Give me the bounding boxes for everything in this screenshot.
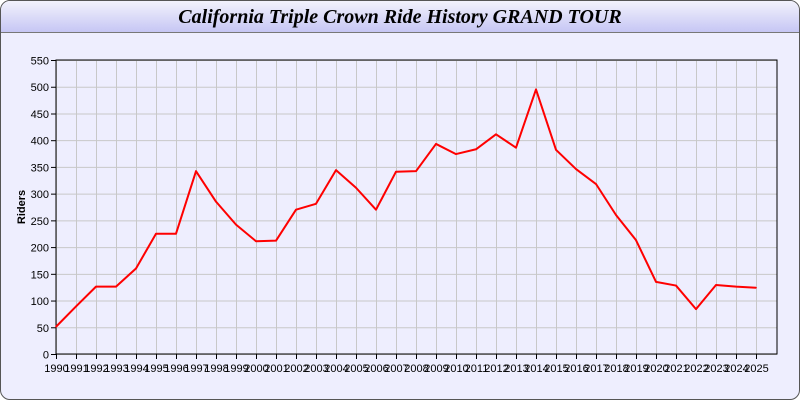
data-point — [135, 267, 137, 270]
data-point — [415, 170, 417, 172]
x-tick-label: 2021 — [664, 363, 688, 375]
y-tick-label: 200 — [31, 243, 49, 255]
x-tick-label: 1990 — [44, 363, 68, 375]
x-tick-label: 2018 — [604, 363, 628, 375]
data-point — [515, 146, 517, 149]
x-tick-label: 2023 — [704, 363, 728, 375]
x-tick-label: 2014 — [524, 363, 548, 375]
grid — [56, 60, 777, 355]
data-point — [355, 186, 357, 189]
x-tick-label: 2005 — [344, 363, 368, 375]
data-point — [695, 308, 697, 310]
x-axis: 1990199119921993199419951996199719981999… — [44, 354, 769, 375]
data-point — [275, 239, 277, 242]
x-tick-label: 2007 — [384, 363, 408, 375]
x-tick-label: 1994 — [124, 363, 148, 375]
x-tick-label: 2022 — [684, 363, 708, 375]
data-point — [75, 305, 77, 308]
x-tick-label: 1998 — [204, 363, 228, 375]
y-tick-label: 100 — [31, 296, 49, 308]
data-point — [595, 183, 597, 185]
x-tick-label: 1999 — [224, 363, 248, 375]
x-tick-label: 1995 — [144, 363, 168, 375]
x-tick-label: 2003 — [304, 363, 328, 375]
data-point — [575, 168, 577, 170]
data-point — [115, 285, 117, 288]
data-point — [55, 325, 57, 328]
x-tick-label: 2012 — [484, 363, 508, 375]
y-tick-label: 50 — [37, 323, 49, 335]
data-point — [215, 200, 217, 203]
data-point — [475, 148, 477, 151]
y-tick-label: 300 — [31, 189, 49, 201]
x-tick-label: 2013 — [504, 363, 528, 375]
data-point — [635, 239, 637, 241]
y-tick-label: 400 — [31, 136, 49, 148]
data-point — [335, 169, 337, 171]
data-point — [615, 214, 617, 216]
data-point — [435, 143, 437, 145]
data-point — [455, 153, 457, 155]
data-point — [535, 88, 537, 91]
x-tick-label: 2009 — [424, 363, 448, 375]
x-tick-label: 2020 — [644, 363, 668, 375]
title-bar: California Triple Crown Ride History GRA… — [1, 1, 799, 33]
series-layer — [55, 88, 757, 328]
data-point — [315, 202, 317, 205]
x-tick-label: 1993 — [104, 363, 128, 375]
y-tick-label: 150 — [31, 269, 49, 281]
x-tick-label: 1997 — [184, 363, 208, 375]
data-point — [495, 133, 497, 136]
x-tick-label: 1996 — [164, 363, 188, 375]
x-tick-label: 2000 — [244, 363, 268, 375]
data-point — [655, 281, 657, 283]
x-tick-label: 2025 — [744, 363, 768, 375]
data-point — [735, 285, 737, 288]
data-point — [715, 284, 717, 286]
y-axis-label: Riders — [16, 190, 28, 224]
data-point — [95, 285, 97, 288]
x-tick-label: 2001 — [264, 363, 288, 375]
data-point — [175, 232, 177, 235]
data-point — [255, 240, 257, 243]
y-tick-label: 0 — [43, 350, 49, 362]
x-tick-label: 1991 — [64, 363, 88, 375]
data-point — [375, 208, 377, 211]
y-tick-label: 550 — [31, 56, 49, 68]
data-point — [395, 170, 397, 173]
data-point — [555, 149, 557, 151]
y-tick-label: 350 — [31, 162, 49, 174]
data-point — [675, 284, 677, 287]
x-tick-label: 2010 — [444, 363, 468, 375]
x-tick-label: 2011 — [465, 363, 489, 375]
x-tick-label: 2015 — [544, 363, 568, 375]
x-tick-label: 2017 — [584, 363, 608, 375]
y-tick-label: 450 — [31, 109, 49, 121]
y-tick-label: 250 — [31, 216, 49, 228]
x-tick-label: 2002 — [284, 363, 308, 375]
data-point — [755, 286, 757, 289]
x-tick-label: 2006 — [364, 363, 388, 375]
x-tick-label: 2019 — [624, 363, 648, 375]
chart-title: California Triple Crown Ride History GRA… — [178, 6, 622, 28]
x-tick-label: 2004 — [324, 363, 348, 375]
x-tick-label: 1992 — [84, 363, 108, 375]
y-tick-label: 500 — [31, 82, 49, 94]
data-point — [235, 223, 237, 226]
x-tick-label: 2016 — [564, 363, 588, 375]
x-tick-label: 2008 — [404, 363, 428, 375]
data-point — [295, 208, 297, 211]
data-point — [195, 170, 197, 172]
y-axis: 0 50 100 150 200 250 300 350 400 450 500 550 — [31, 56, 56, 362]
series-line — [55, 88, 757, 328]
data-point — [155, 232, 157, 235]
x-tick-label: 2024 — [724, 363, 748, 375]
